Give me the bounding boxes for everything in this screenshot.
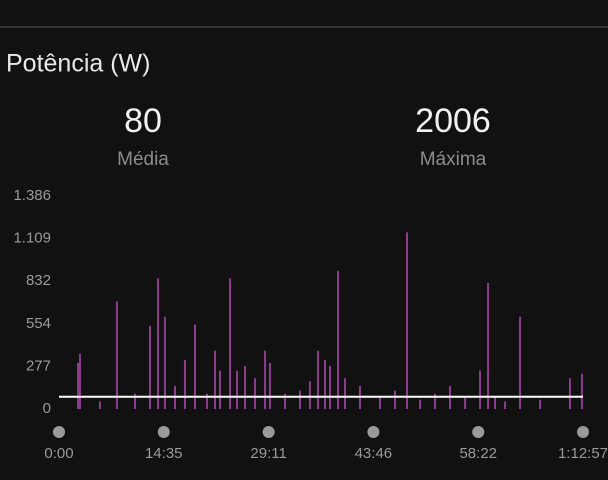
power-bar <box>98 401 101 409</box>
power-bar <box>157 278 160 409</box>
average-value: 80 <box>124 102 162 140</box>
power-bar <box>464 396 467 409</box>
power-bar <box>580 373 583 409</box>
y-tick-label: 554 <box>26 315 51 332</box>
x-tick-label: 58:22 <box>459 445 497 462</box>
y-tick-label: 277 <box>26 357 51 374</box>
power-bar <box>253 378 256 409</box>
power-bar <box>244 365 247 409</box>
power-bar <box>229 278 232 409</box>
power-bar <box>183 359 186 409</box>
x-tick-dot <box>157 426 170 438</box>
x-tick-dot <box>53 426 65 438</box>
x-tick-dot <box>367 426 380 438</box>
x-tick-dot <box>262 426 275 438</box>
power-bar <box>213 350 216 409</box>
power-bar <box>539 399 542 409</box>
power-bar <box>264 350 267 409</box>
power-bar <box>344 378 347 409</box>
power-bar <box>115 301 118 409</box>
power-bar <box>434 393 437 409</box>
x-tick-label: 29:11 <box>250 445 286 462</box>
power-bar <box>504 401 507 409</box>
power-bar <box>378 396 381 409</box>
y-tick-label: 0 <box>43 400 51 417</box>
power-bar <box>134 393 137 409</box>
power-bar <box>308 381 311 409</box>
power-bar <box>487 282 490 409</box>
max-label: Máxima <box>420 149 487 170</box>
y-tick-label: 1.109 <box>13 230 51 247</box>
power-bar <box>268 362 271 409</box>
y-tick-label: 1.386 <box>13 187 51 204</box>
power-bar <box>193 324 196 409</box>
power-bar <box>284 393 287 409</box>
power-bar <box>148 326 151 409</box>
power-bar <box>163 316 166 409</box>
power-bar <box>205 393 208 409</box>
x-tick-dot <box>577 426 589 438</box>
power-bar <box>337 270 340 409</box>
power-bar <box>329 365 332 409</box>
power-bar <box>419 399 422 409</box>
power-bar <box>406 232 409 409</box>
power-bar <box>568 378 571 409</box>
x-tick-label: 14:35 <box>145 445 183 462</box>
x-tick-label: 43:46 <box>355 445 393 462</box>
power-bar <box>316 350 319 409</box>
x-tick-label: 0:00 <box>44 445 73 462</box>
power-bar <box>324 359 327 409</box>
power-bar <box>394 390 397 409</box>
x-tick-dot <box>472 426 485 438</box>
max-value: 2006 <box>415 102 491 140</box>
power-bar <box>519 316 522 409</box>
average-label: Média <box>117 149 169 170</box>
power-bar <box>78 353 81 409</box>
power-bar <box>77 362 80 409</box>
section-title: Potência (W) <box>6 50 150 78</box>
power-bar <box>236 370 239 409</box>
y-tick-label: 832 <box>26 272 51 289</box>
x-tick-label: 1:12:57 <box>558 445 608 462</box>
power-bar <box>494 396 497 409</box>
power-bar <box>479 370 482 409</box>
power-bar <box>298 390 301 409</box>
power-bar <box>219 370 222 409</box>
